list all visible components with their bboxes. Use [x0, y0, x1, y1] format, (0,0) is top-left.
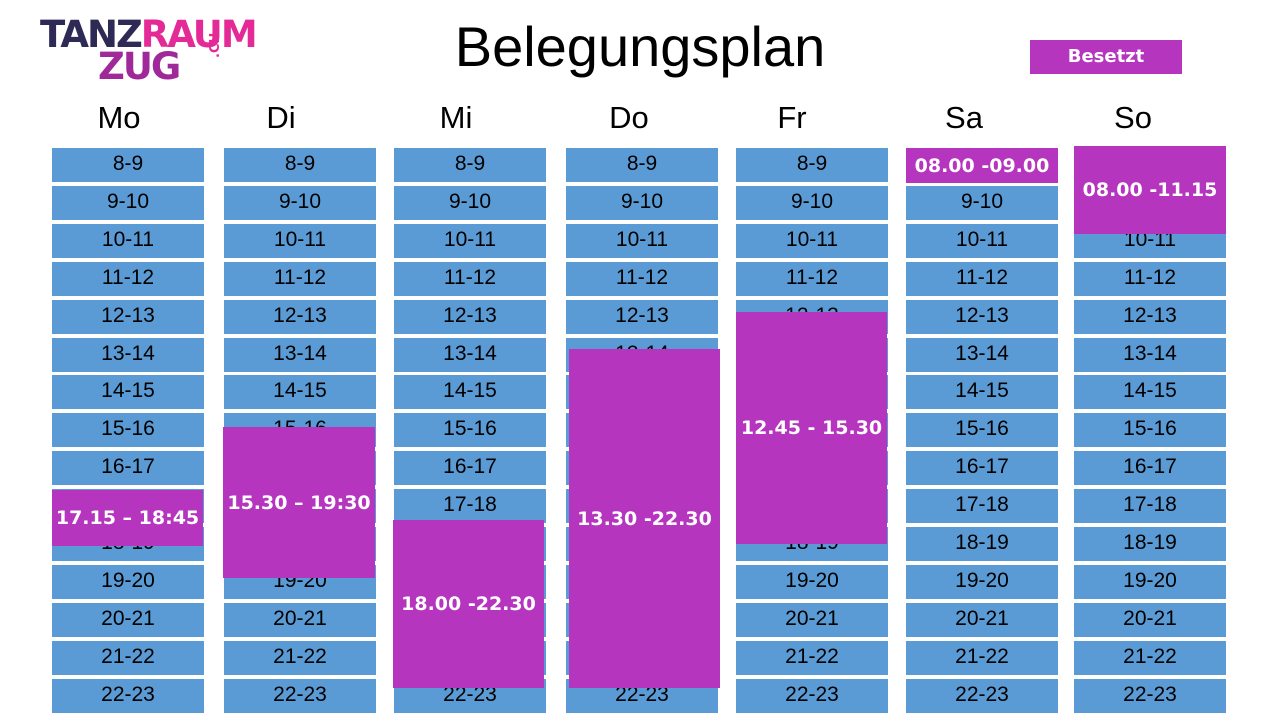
time-slot-mo-19-20[interactable]: 19-20 — [52, 564, 204, 599]
booking-sa[interactable]: 08.00 -09.00 — [906, 148, 1058, 183]
time-slot-so-16-17[interactable]: 16-17 — [1074, 451, 1226, 486]
time-slot-di-20-21[interactable]: 20-21 — [224, 602, 376, 637]
time-slot-mi-8-9[interactable]: 8-9 — [394, 148, 546, 182]
day-header-do: Do — [609, 100, 649, 135]
time-slot-di-13-14[interactable]: 13-14 — [224, 337, 376, 372]
time-slot-di-21-22[interactable]: 21-22 — [224, 640, 376, 675]
time-slot-mo-21-22[interactable]: 21-22 — [52, 640, 204, 675]
time-slot-di-14-15[interactable]: 14-15 — [224, 375, 376, 410]
time-slot-fr-21-22[interactable]: 21-22 — [736, 640, 888, 675]
time-slot-do-11-12[interactable]: 11-12 — [566, 261, 718, 296]
time-slot-mo-9-10[interactable]: 9-10 — [52, 185, 204, 220]
time-slot-mi-13-14[interactable]: 13-14 — [394, 337, 546, 372]
logo-tanz: TANZ — [40, 13, 143, 56]
time-slot-so-20-21[interactable]: 20-21 — [1074, 602, 1226, 637]
time-slot-mo-8-9[interactable]: 8-9 — [52, 148, 204, 182]
time-slot-mi-12-13[interactable]: 12-13 — [394, 299, 546, 334]
time-slot-mi-11-12[interactable]: 11-12 — [394, 261, 546, 296]
booking-so[interactable]: 08.00 -11.15 — [1074, 146, 1226, 234]
time-slot-fr-11-12[interactable]: 11-12 — [736, 261, 888, 296]
time-slot-sa-11-12[interactable]: 11-12 — [906, 261, 1058, 296]
time-slot-mo-22-23[interactable]: 22-23 — [52, 678, 204, 713]
page-title: Belegungsplan — [454, 15, 826, 78]
time-slot-so-13-14[interactable]: 13-14 — [1074, 337, 1226, 372]
time-slot-do-8-9[interactable]: 8-9 — [566, 148, 718, 182]
time-slot-di-22-23[interactable]: 22-23 — [224, 678, 376, 713]
time-slot-so-22-23[interactable]: 22-23 — [1074, 678, 1226, 713]
legend-busy: Besetzt — [1030, 40, 1182, 74]
time-slot-so-11-12[interactable]: 11-12 — [1074, 261, 1226, 296]
booking-mi[interactable]: 18.00 -22.30 — [393, 520, 544, 688]
time-slot-sa-22-23[interactable]: 22-23 — [906, 678, 1058, 713]
time-slot-sa-9-10[interactable]: 9-10 — [906, 185, 1058, 220]
time-slot-sa-20-21[interactable]: 20-21 — [906, 602, 1058, 637]
time-slot-mi-15-16[interactable]: 15-16 — [394, 413, 546, 448]
time-slot-sa-17-18[interactable]: 17-18 — [906, 489, 1058, 524]
time-slot-sa-15-16[interactable]: 15-16 — [906, 413, 1058, 448]
day-header-di: Di — [266, 100, 296, 135]
booking-di[interactable]: 15.30 – 19:30 — [223, 427, 375, 578]
time-slot-so-21-22[interactable]: 21-22 — [1074, 640, 1226, 675]
time-slot-so-12-13[interactable]: 12-13 — [1074, 299, 1226, 334]
logo-ch: .CH — [208, 32, 223, 58]
time-slot-sa-18-19[interactable]: 18-19 — [906, 527, 1058, 561]
time-slot-mo-20-21[interactable]: 20-21 — [52, 602, 204, 637]
time-slot-fr-22-23[interactable]: 22-23 — [736, 678, 888, 713]
booking-do[interactable]: 13.30 -22.30 — [569, 349, 720, 688]
time-slot-mo-12-13[interactable]: 12-13 — [52, 299, 204, 334]
time-slot-sa-16-17[interactable]: 16-17 — [906, 451, 1058, 486]
day-header-so: So — [1114, 100, 1152, 135]
day-header-mi: Mi — [439, 100, 473, 135]
time-slot-fr-9-10[interactable]: 9-10 — [736, 185, 888, 220]
time-slot-sa-13-14[interactable]: 13-14 — [906, 337, 1058, 372]
time-slot-sa-10-11[interactable]: 10-11 — [906, 223, 1058, 258]
booking-mo[interactable]: 17.15 – 18:45 — [52, 490, 203, 546]
time-slot-mo-11-12[interactable]: 11-12 — [52, 261, 204, 296]
tanzraum-logo[interactable]: TANZRAUM ZUG .CH — [40, 13, 290, 88]
time-slot-di-8-9[interactable]: 8-9 — [224, 148, 376, 182]
time-slot-mo-15-16[interactable]: 15-16 — [52, 413, 204, 448]
time-slot-fr-19-20[interactable]: 19-20 — [736, 564, 888, 599]
time-slot-di-12-13[interactable]: 12-13 — [224, 299, 376, 334]
day-header-mo: Mo — [97, 100, 141, 135]
time-slot-di-9-10[interactable]: 9-10 — [224, 185, 376, 220]
time-slot-sa-19-20[interactable]: 19-20 — [906, 564, 1058, 599]
time-slot-sa-21-22[interactable]: 21-22 — [906, 640, 1058, 675]
time-slot-fr-20-21[interactable]: 20-21 — [736, 602, 888, 637]
time-slot-sa-14-15[interactable]: 14-15 — [906, 375, 1058, 410]
time-slot-do-12-13[interactable]: 12-13 — [566, 299, 718, 334]
time-slot-so-15-16[interactable]: 15-16 — [1074, 413, 1226, 448]
logo-raum: RAUM — [140, 13, 258, 56]
time-slot-sa-12-13[interactable]: 12-13 — [906, 299, 1058, 334]
day-header-fr: Fr — [777, 100, 807, 135]
time-slot-so-19-20[interactable]: 19-20 — [1074, 564, 1226, 599]
time-slot-so-18-19[interactable]: 18-19 — [1074, 527, 1226, 561]
time-slot-di-10-11[interactable]: 10-11 — [224, 223, 376, 258]
logo-zug: ZUG — [98, 45, 181, 88]
day-header-sa: Sa — [945, 100, 983, 135]
time-slot-fr-10-11[interactable]: 10-11 — [736, 223, 888, 258]
time-slot-mi-9-10[interactable]: 9-10 — [394, 185, 546, 220]
time-slot-mi-14-15[interactable]: 14-15 — [394, 375, 546, 410]
time-slot-do-9-10[interactable]: 9-10 — [566, 185, 718, 220]
time-slot-mo-13-14[interactable]: 13-14 — [52, 337, 204, 372]
time-slot-mo-10-11[interactable]: 10-11 — [52, 223, 204, 258]
time-slot-mi-16-17[interactable]: 16-17 — [394, 451, 546, 486]
time-slot-mi-17-18[interactable]: 17-18 — [394, 489, 546, 524]
time-slot-fr-8-9[interactable]: 8-9 — [736, 148, 888, 182]
time-slot-so-14-15[interactable]: 14-15 — [1074, 375, 1226, 410]
time-slot-so-17-18[interactable]: 17-18 — [1074, 489, 1226, 524]
time-slot-mi-10-11[interactable]: 10-11 — [394, 223, 546, 258]
time-slot-do-10-11[interactable]: 10-11 — [566, 223, 718, 258]
time-slot-mo-14-15[interactable]: 14-15 — [52, 375, 204, 410]
logo-line-1: TANZRAUM — [40, 13, 258, 56]
time-slot-mo-16-17[interactable]: 16-17 — [52, 451, 204, 486]
time-slot-di-11-12[interactable]: 11-12 — [224, 261, 376, 296]
booking-fr[interactable]: 12.45 - 15.30 — [736, 312, 887, 544]
